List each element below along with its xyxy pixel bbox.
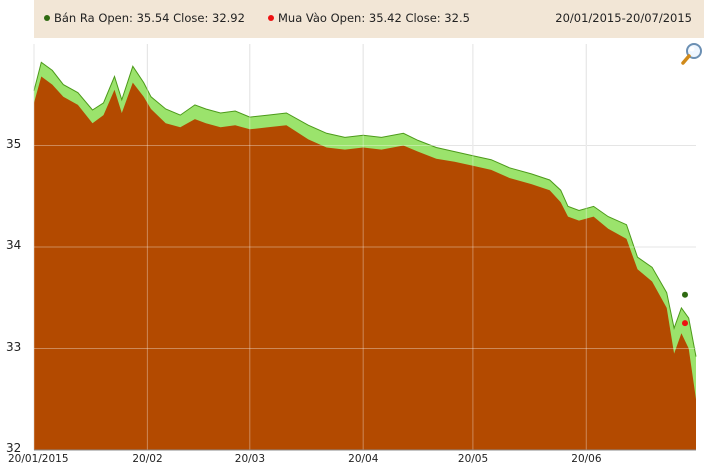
series-mua-vao-area xyxy=(34,76,696,450)
magnifier-icon[interactable] xyxy=(680,42,704,66)
x-tick-label: 20/06 xyxy=(571,453,602,465)
x-tick-label: 20/01/2015 xyxy=(8,453,69,465)
y-tick-label: 34 xyxy=(6,238,22,252)
legend-label-mua-vao: Mua Vào Open: 35.42 Close: 32.5 xyxy=(278,11,470,25)
legend-bar: Bán Ra Open: 35.54 Close: 32.92 Mua Vào … xyxy=(34,0,704,38)
mua-vao-dot-icon xyxy=(268,14,274,21)
mua-vao-last-point xyxy=(682,320,688,327)
x-tick-label: 20/05 xyxy=(457,453,489,465)
date-range: 20/01/2015-20/07/2015 xyxy=(555,11,692,25)
y-tick-label: 35 xyxy=(6,136,22,151)
legend-item-mua-vao: Mua Vào Open: 35.42 Close: 32.5 xyxy=(268,11,470,25)
x-tick-label: 20/04 xyxy=(348,453,379,465)
x-tick-label: 20/03 xyxy=(234,453,266,465)
legend-label-ban-ra: Bán Ra Open: 35.54 Close: 32.92 xyxy=(54,11,245,25)
y-tick-label: 32 xyxy=(6,441,22,455)
x-tick-label: 20/02 xyxy=(132,453,163,465)
y-tick-label: 33 xyxy=(6,339,22,354)
series-ban-ra-line xyxy=(33,61,697,357)
legend-item-ban-ra: Bán Ra Open: 35.54 Close: 32.92 xyxy=(44,11,245,25)
ban-ra-dot-icon xyxy=(44,14,50,21)
ban-ra-last-point xyxy=(682,291,688,298)
